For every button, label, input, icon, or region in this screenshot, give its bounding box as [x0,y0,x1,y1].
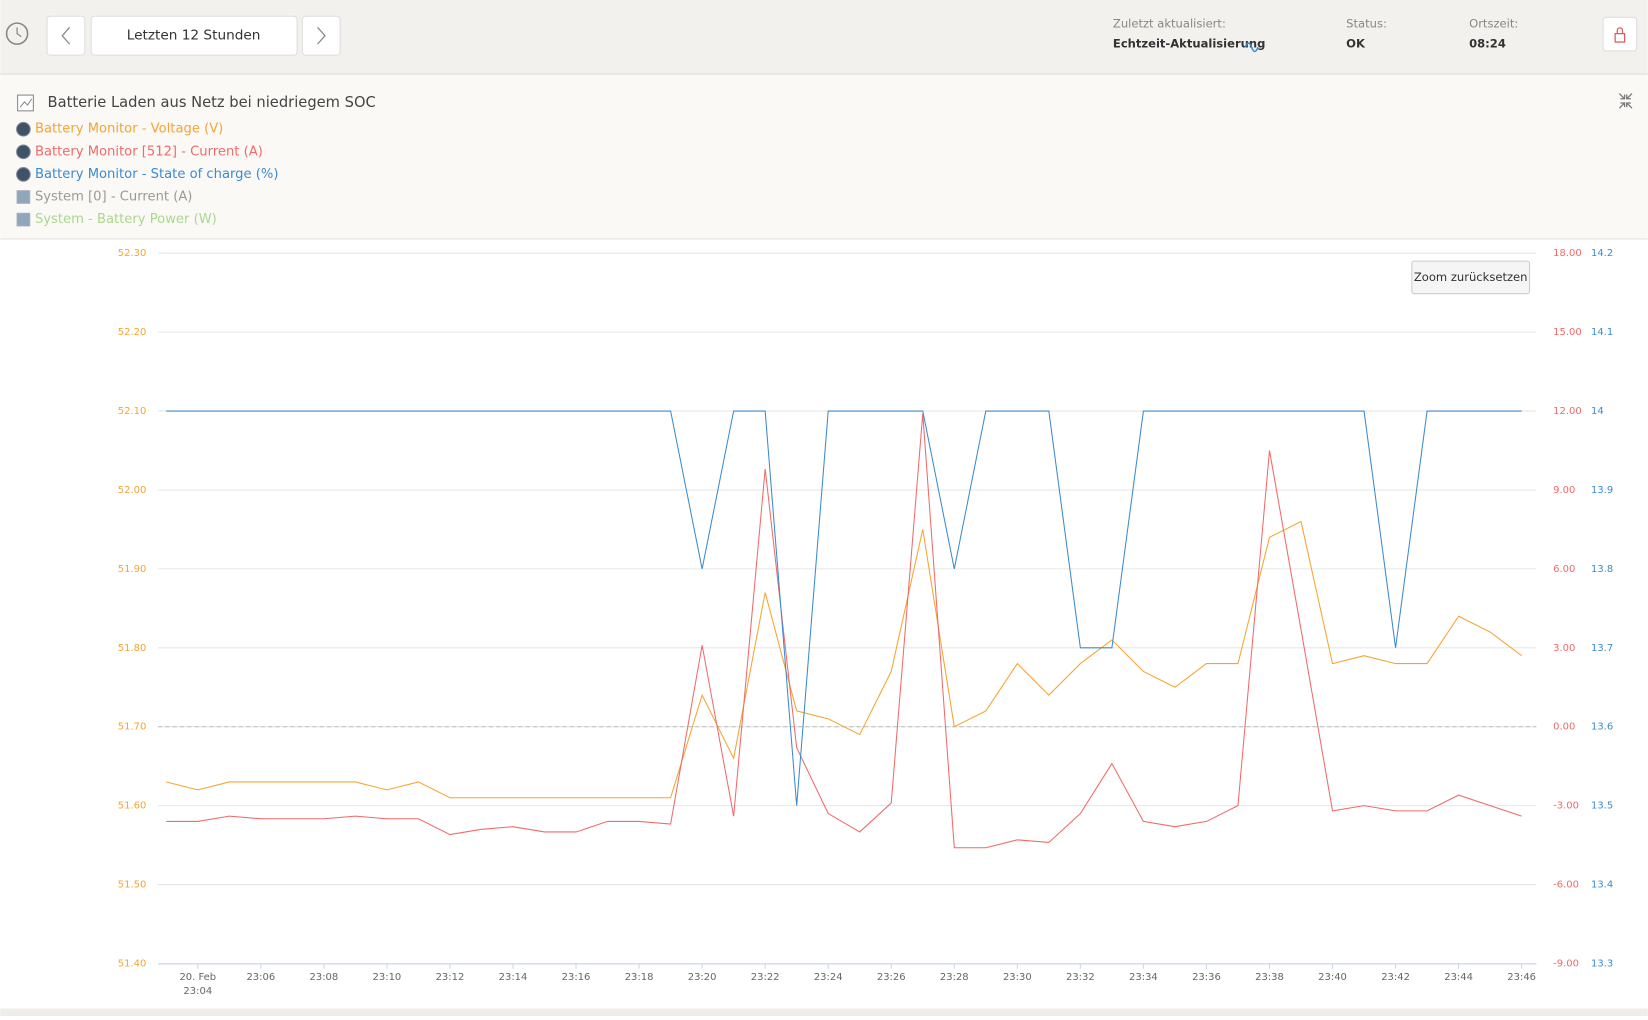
legend-icon [16,190,31,204]
y-tick-label: 52.20 [118,327,147,338]
y2-tick-label: -3.00 [1553,801,1579,812]
y-tick-label: 51.70 [118,722,147,733]
y3-tick-label: 13.6 [1591,722,1613,733]
legend-icon [16,212,31,227]
legend-panel [0,74,1648,239]
x-tick-label: 23:18 [625,972,654,983]
y2-tick-label: 12.00 [1553,406,1582,417]
x-tick-label: 23:22 [751,972,780,983]
x-tick-label: 23:42 [1381,972,1410,983]
x-tick-label: 23:46 [1507,972,1536,983]
lock-icon [1614,32,1626,43]
live-icon [1244,42,1259,53]
x-tick-label: 23:12 [436,972,465,983]
x-tick-label: 23:20 [688,972,717,983]
prev-button[interactable] [46,15,86,56]
y2-tick-label: 0.00 [1553,722,1575,733]
range-label: Letzten 12 Stunden [127,28,261,44]
y3-tick-label: 13.4 [1591,880,1613,891]
legend-icon [16,167,31,182]
y-tick-label: 51.40 [118,958,147,969]
y2-tick-label: -6.00 [1553,880,1579,891]
x-tick-label: 23:44 [1444,972,1473,983]
y2-tick-label: 18.00 [1553,248,1582,259]
updated-label: Zuletzt aktualisiert: [1113,17,1226,31]
x-tick-label: 23:34 [1129,972,1158,983]
x-tick-label: 23:14 [499,972,528,983]
x-tick-label: 23:24 [814,972,843,983]
prev-arrow [61,26,71,45]
legend-entry[interactable]: Battery Monitor - State of charge (%) [35,167,279,182]
y-tick-label: 52.10 [118,406,147,417]
series-line [166,413,1522,849]
status-label: Status: [1346,17,1387,31]
legend-entry[interactable]: System [0] - Current (A) [35,190,192,205]
y-tick-label: 52.30 [118,248,147,259]
y2-tick-label: 15.00 [1553,327,1582,338]
chart-title: Batterie Laden aus Netz bei niedriegem S… [48,94,376,111]
x-tick-label: 23:08 [310,972,339,983]
x-tick-label: 23:36 [1192,972,1221,983]
y2-tick-label: -9.00 [1553,958,1579,969]
y-tick-label: 51.50 [118,880,147,891]
legend-entry[interactable]: System - Battery Power (W) [35,212,217,227]
legend-icon [16,144,31,160]
y3-tick-label: 14.1 [1591,327,1613,338]
updated-value: Echtzeit-Aktualisierung [1113,37,1265,51]
x-tick-label: 23:28 [940,972,969,983]
time-label: Ortszeit: [1469,17,1518,31]
x-date-label: 20. Feb [179,972,216,983]
y2-tick-label: 3.00 [1553,643,1575,654]
legend-entry[interactable]: Battery Monitor [512] - Current (A) [35,144,263,159]
y3-tick-label: 13.9 [1591,485,1613,496]
x-tick-label: 23:16 [562,972,591,983]
x-tick-label: 23:10 [373,972,402,983]
y3-tick-label: 13.8 [1591,564,1613,575]
x-tick-label: 23:26 [877,972,906,983]
chart-icon-line [19,98,33,108]
x-tick-label: 23:30 [1003,972,1032,983]
y2-tick-label: 9.00 [1553,485,1575,496]
x-tick-label: 23:04 [183,986,212,997]
legend-icon [16,121,31,137]
status-value: OK [1346,37,1366,51]
clock-icon[interactable] [5,22,29,45]
y3-tick-label: 13.7 [1591,643,1613,654]
y-tick-label: 51.90 [118,564,147,575]
time-value: 08:24 [1469,37,1506,51]
y-tick-label: 52.00 [118,485,147,496]
legend-entry[interactable]: Battery Monitor - Voltage (V) [35,122,223,137]
y-tick-label: 51.60 [118,801,147,812]
zoom-reset-label: Zoom zurücksetzen [1414,270,1528,284]
clock-hands [16,27,22,38]
y3-tick-label: 14 [1591,406,1604,417]
lock-shackle [1616,27,1624,34]
y2-tick-label: 6.00 [1553,564,1575,575]
x-tick-label: 23:06 [246,972,275,983]
series-line [166,520,1522,799]
y3-tick-label: 14.2 [1591,248,1613,259]
next-arrow [317,26,326,45]
y-tick-label: 51.80 [118,643,147,654]
y3-tick-label: 13.3 [1591,958,1613,969]
zoom-reset-button[interactable] [1411,260,1531,295]
bottom-strip [0,1008,1648,1016]
range-button[interactable] [90,15,298,56]
x-tick-label: 23:40 [1318,972,1347,983]
y3-tick-label: 13.5 [1591,801,1613,812]
collapse-icon[interactable] [1618,93,1633,109]
series-line [166,410,1522,806]
next-button[interactable] [301,15,341,56]
x-tick-label: 23:38 [1255,972,1284,983]
x-tick-label: 23:32 [1066,972,1095,983]
